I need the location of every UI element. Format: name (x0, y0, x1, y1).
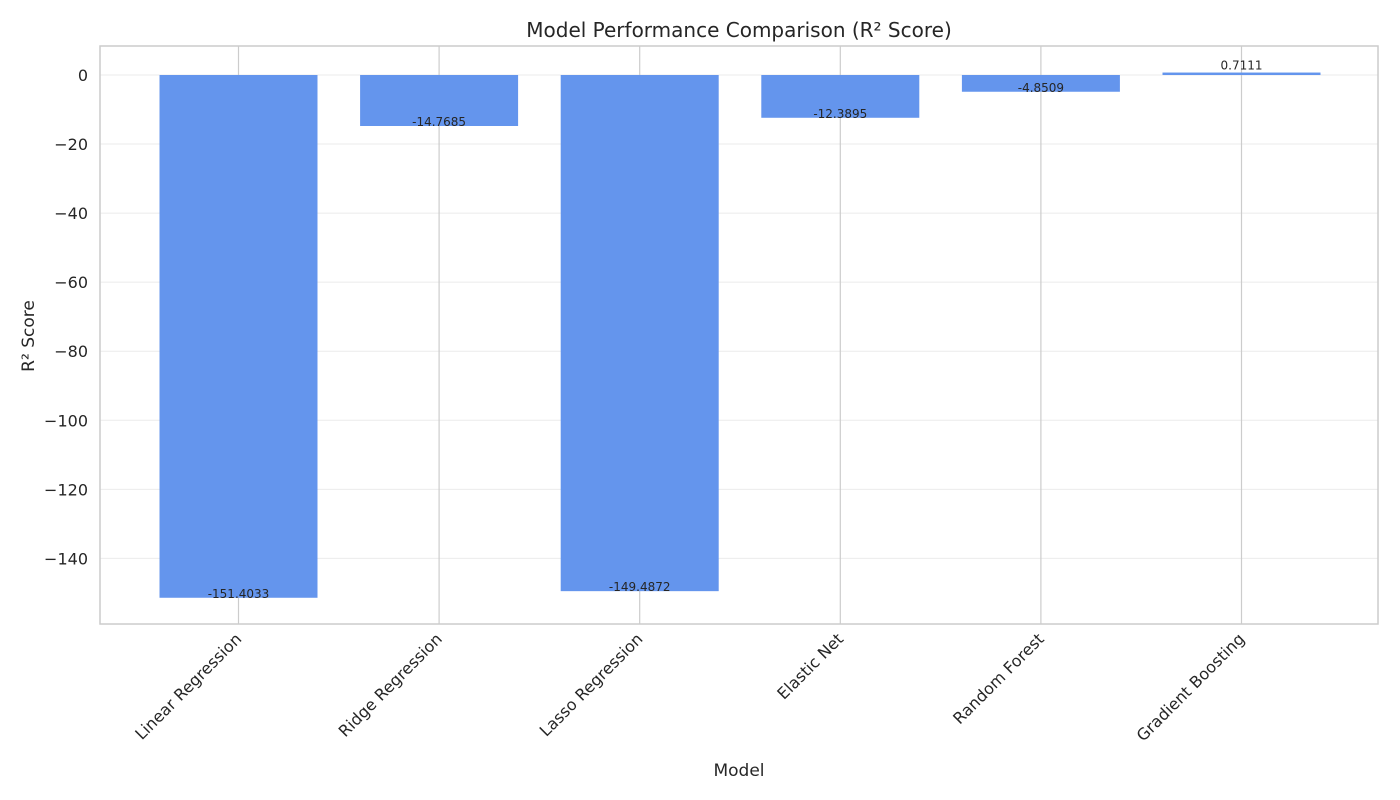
x-axis-label: Model (713, 761, 764, 781)
y-tick-label: −140 (44, 549, 88, 568)
y-tick-label: −100 (44, 411, 88, 430)
data-labels: -151.4033 -14.7685 -149.4872 -12.3895 -4.850… (208, 59, 1263, 601)
bar (560, 75, 719, 592)
chart-title: Model Performance Comparison (R² Score) (526, 18, 952, 42)
bar (761, 75, 920, 118)
data-label: -12.3895 (813, 107, 867, 121)
bar (1162, 72, 1321, 76)
plot-frame (99, 45, 1379, 625)
bars (159, 72, 1321, 598)
bar (961, 75, 1120, 92)
y-tick-labels: 0 −20 −40 −60 −80 −100 −120 −140 (44, 66, 88, 568)
y-tick-label: −20 (54, 135, 88, 154)
data-label: -151.4033 (208, 587, 270, 601)
y-tick-label: −40 (54, 204, 88, 223)
y-tick-label: −60 (54, 273, 88, 292)
y-tick-label: −80 (54, 342, 88, 361)
y-tick-label: 0 (78, 66, 88, 85)
y-axis-label: R² Score (19, 300, 39, 372)
data-label: 0.7111 (1221, 59, 1263, 73)
y-tick-label: −120 (44, 480, 88, 499)
bar (159, 75, 318, 598)
data-label: -4.8509 (1018, 81, 1064, 95)
data-label: -14.7685 (412, 115, 466, 129)
data-label: -149.4872 (609, 580, 671, 594)
bar (360, 75, 519, 126)
